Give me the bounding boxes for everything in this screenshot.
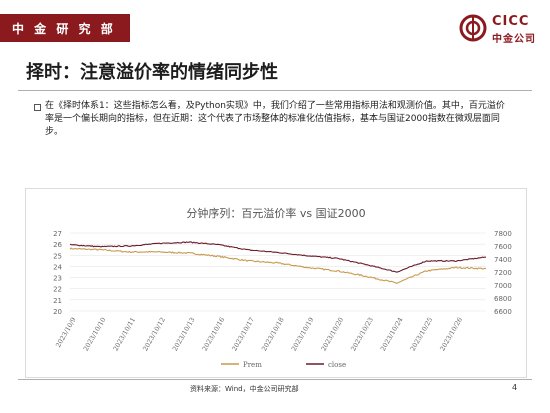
y-right-tick-label: 7600 bbox=[494, 243, 512, 251]
x-tick-label: 2023/10/25 bbox=[409, 316, 435, 352]
x-tick-label: 2023/10/26 bbox=[438, 316, 464, 352]
x-tick-label: 2023/10/9 bbox=[54, 316, 78, 349]
y-left-tick-label: 24 bbox=[53, 263, 62, 271]
y-left-tick-label: 25 bbox=[53, 252, 62, 260]
y-right-tick-label: 7000 bbox=[494, 282, 512, 290]
legend-label: close bbox=[328, 361, 346, 369]
series-line-close bbox=[69, 241, 487, 273]
chart-frame: 分钟序列：百元溢价率 vs 国证2000 20 21 22 23 24 25 26 27 6600… bbox=[25, 188, 527, 378]
source-note: 资料来源：Wind，中金公司研究部 bbox=[190, 385, 299, 393]
footer-divider bbox=[18, 379, 532, 380]
y-right-tick-label: 6600 bbox=[494, 308, 512, 316]
slide-title: 择时：注意溢价率的情绪同步性 bbox=[26, 62, 278, 83]
section-label: 中 金 研 究 部 bbox=[12, 22, 116, 36]
x-tick-label: 2023/10/17 bbox=[230, 316, 256, 352]
chart-title: 分钟序列：百元溢价率 vs 国证2000 bbox=[186, 206, 365, 220]
y-right-tick-label: 6800 bbox=[494, 295, 512, 303]
logo-brand-cn: 中金公司 bbox=[492, 34, 536, 45]
x-tick-label: 2023/10/16 bbox=[201, 316, 227, 352]
cicc-logo-icon bbox=[459, 14, 487, 42]
x-tick-label: 2023/10/18 bbox=[260, 316, 286, 352]
x-tick-label: 2023/10/12 bbox=[141, 316, 167, 352]
bullet-marker bbox=[34, 104, 41, 111]
logo-brand-en: CICC bbox=[492, 14, 530, 29]
y-right-tick-label: 7400 bbox=[494, 256, 512, 264]
company-logo: CICC 中金公司 bbox=[458, 13, 548, 47]
y-left-tick-label: 23 bbox=[53, 275, 62, 283]
x-tick-label: 2023/10/23 bbox=[349, 316, 375, 352]
x-tick-label: 2023/10/19 bbox=[290, 316, 316, 352]
body-paragraph: 在《择时体系1：这些指标怎么看，及Python实现》中，我们介绍了一些常用指标用… bbox=[45, 101, 505, 137]
y-left-tick-label: 26 bbox=[53, 241, 62, 249]
x-tick-label: 2023/10/11 bbox=[111, 316, 137, 352]
y-left-tick-label: 21 bbox=[53, 297, 62, 305]
x-tick-label: 2023/10/10 bbox=[82, 316, 108, 352]
y-right-tick-label: 7200 bbox=[494, 269, 512, 277]
title-divider bbox=[18, 90, 532, 91]
series-line-prem bbox=[69, 247, 487, 284]
x-tick-label: 2023/10/20 bbox=[319, 316, 345, 352]
y-left-tick-label: 22 bbox=[53, 286, 62, 294]
y-left-tick-label: 20 bbox=[53, 308, 62, 316]
x-tick-label: 2023/10/24 bbox=[379, 316, 405, 352]
y-right-tick-label: 7800 bbox=[494, 230, 512, 238]
page-number: 4 bbox=[512, 383, 518, 392]
legend-label: Prem bbox=[243, 361, 262, 369]
y-left-tick-label: 27 bbox=[53, 230, 62, 238]
section-banner: 中 金 研 究 部 bbox=[0, 14, 130, 42]
x-tick-label: 2023/10/13 bbox=[171, 316, 197, 352]
chart-svg: 分钟序列：百元溢价率 vs 国证2000 20 21 22 23 24 25 26 27 6600… bbox=[53, 206, 512, 369]
